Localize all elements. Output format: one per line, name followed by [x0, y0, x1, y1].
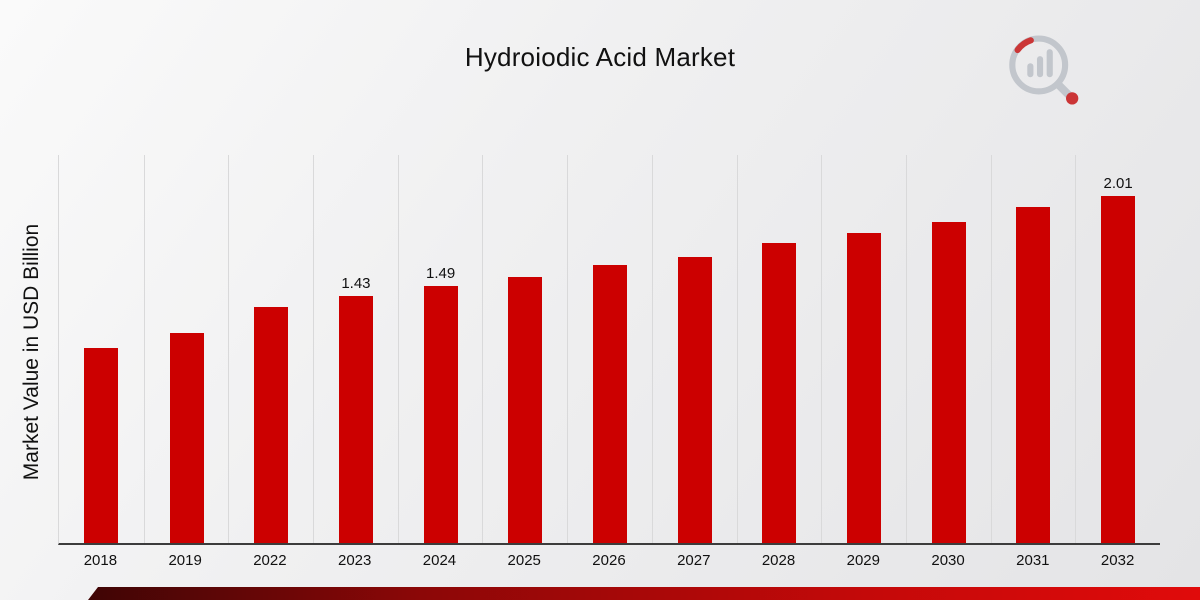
y-axis-label: Market Value in USD Billion	[20, 223, 43, 481]
chart-title: Hydroiodic Acid Market	[464, 42, 736, 72]
category-cell	[143, 155, 229, 543]
x-tick-label: 2022	[253, 552, 287, 569]
x-tick-label: 2025	[507, 552, 541, 569]
bar	[508, 277, 543, 543]
category-cell	[821, 155, 906, 543]
x-tick-label: 2027	[677, 552, 711, 569]
category-cell	[567, 155, 652, 543]
category-cell	[228, 155, 313, 543]
x-tick-label: 2024	[422, 552, 457, 569]
x-tick-label: 2023	[337, 552, 372, 569]
x-tick-label: 2032	[1100, 552, 1135, 569]
category-cell	[905, 155, 991, 543]
x-tick-label: 2028	[761, 552, 796, 569]
bar-value-label: 2.01	[1103, 175, 1133, 193]
x-tick-label: 2019	[168, 552, 202, 569]
x-tick-label: 2026	[592, 552, 626, 569]
bar	[762, 242, 797, 543]
x-tick-label: 2031	[1016, 552, 1050, 569]
x-tick-label: 2018	[83, 552, 118, 569]
x-tick-label: 2030	[931, 552, 965, 569]
bar	[1101, 196, 1136, 543]
bar	[423, 286, 458, 543]
category-cell: 1.49	[397, 155, 483, 543]
plot-area: 1.43 1.49 2.01	[58, 155, 1160, 545]
bar	[931, 222, 966, 543]
x-tick-label: 2029	[846, 552, 880, 569]
bar	[592, 265, 627, 543]
bottom-ribbon	[88, 587, 1200, 600]
category-cell	[59, 155, 144, 543]
bar	[254, 306, 289, 543]
category-cell: 1.43	[313, 155, 398, 543]
bar-value-label: 1.43	[341, 275, 371, 293]
category-cell	[990, 155, 1076, 543]
bar	[169, 332, 204, 543]
bar	[1016, 206, 1051, 543]
bar	[847, 232, 882, 543]
category-cell	[482, 155, 567, 543]
x-axis-labels: 2018 2019 2022 2023 2024 2025 2026 2027 2028 2029…	[58, 552, 1160, 569]
bar-value-label: 1.49	[426, 265, 456, 283]
brand-logo-icon	[998, 28, 1090, 116]
category-cell: 2.01	[1075, 155, 1160, 543]
bar	[338, 296, 373, 543]
bar	[84, 348, 119, 543]
category-cell	[736, 155, 822, 543]
category-cell	[651, 155, 737, 543]
bar	[677, 256, 712, 543]
chart-area: 1.43 1.49 2.01 2018 2019 2022 2023 2024 2025 202…	[58, 155, 1160, 569]
